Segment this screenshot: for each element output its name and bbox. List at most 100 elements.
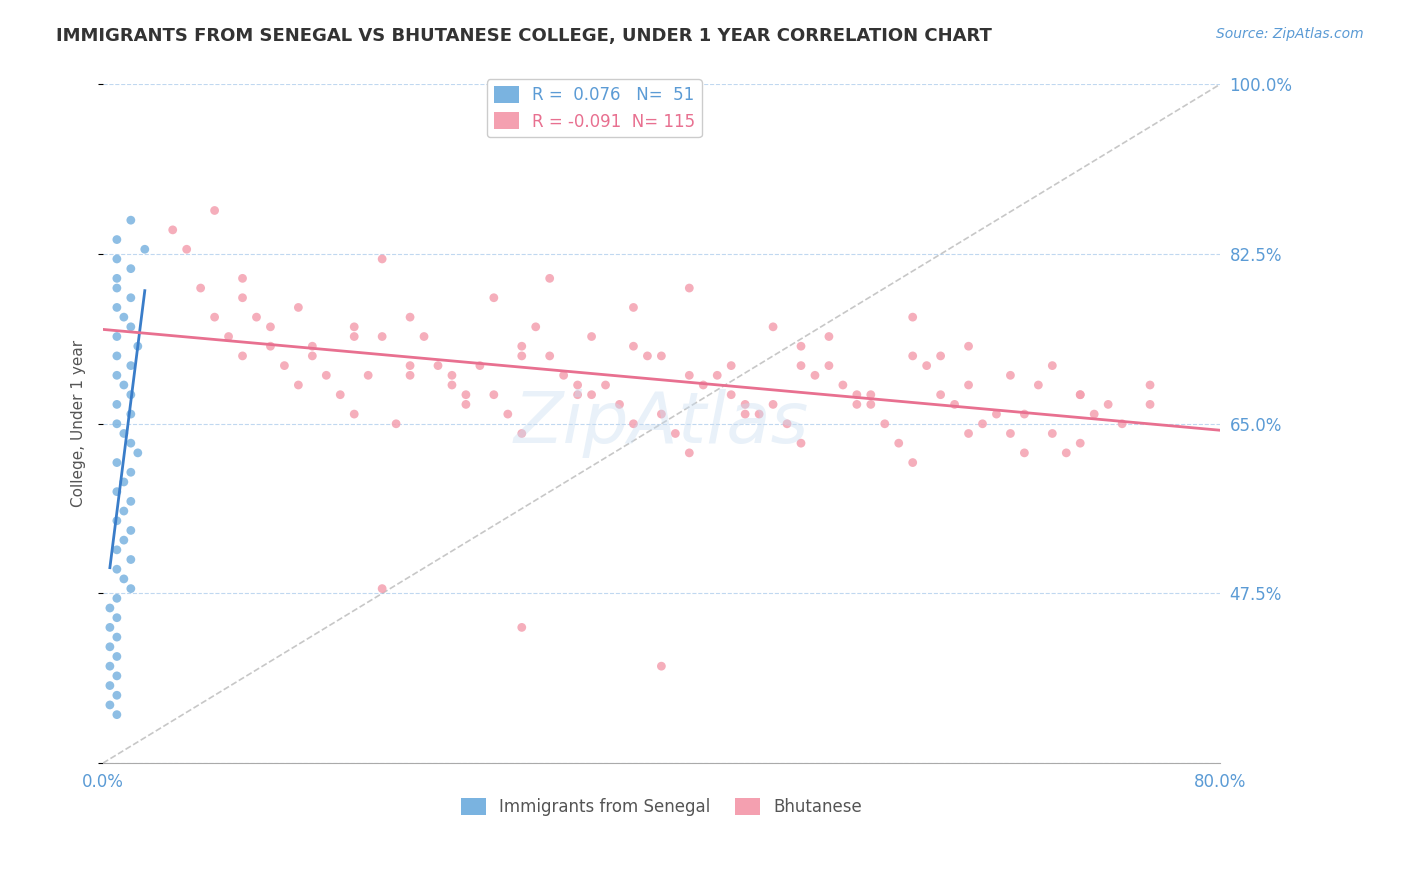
Point bbox=[245, 310, 267, 325]
Point bbox=[105, 252, 128, 266]
Point bbox=[343, 329, 366, 343]
Point bbox=[818, 329, 841, 343]
Point bbox=[581, 329, 603, 343]
Point bbox=[929, 349, 952, 363]
Point bbox=[482, 291, 505, 305]
Point bbox=[1097, 397, 1119, 411]
Point bbox=[845, 387, 868, 401]
Point bbox=[510, 339, 533, 353]
Point bbox=[105, 368, 128, 383]
Point bbox=[734, 397, 756, 411]
Point bbox=[873, 417, 896, 431]
Point bbox=[98, 679, 121, 693]
Point bbox=[120, 319, 142, 334]
Point bbox=[762, 319, 785, 334]
Point bbox=[204, 310, 226, 325]
Point bbox=[567, 378, 589, 392]
Point bbox=[1069, 436, 1091, 450]
Point bbox=[454, 397, 477, 411]
Point bbox=[399, 368, 422, 383]
Point bbox=[943, 397, 966, 411]
Point bbox=[1139, 397, 1161, 411]
Point bbox=[510, 426, 533, 441]
Point bbox=[105, 591, 128, 606]
Point bbox=[120, 582, 142, 596]
Point bbox=[112, 475, 135, 489]
Point bbox=[678, 368, 700, 383]
Point bbox=[105, 610, 128, 624]
Point bbox=[120, 213, 142, 227]
Point bbox=[105, 542, 128, 557]
Point bbox=[581, 387, 603, 401]
Point bbox=[901, 310, 924, 325]
Point bbox=[1069, 387, 1091, 401]
Point bbox=[112, 310, 135, 325]
Point bbox=[427, 359, 450, 373]
Point bbox=[901, 456, 924, 470]
Point bbox=[120, 465, 142, 479]
Point bbox=[112, 572, 135, 586]
Point bbox=[287, 378, 309, 392]
Point bbox=[120, 261, 142, 276]
Point bbox=[105, 630, 128, 644]
Point bbox=[385, 417, 408, 431]
Point bbox=[538, 271, 561, 285]
Point bbox=[287, 301, 309, 315]
Point bbox=[218, 329, 240, 343]
Point bbox=[706, 368, 728, 383]
Point bbox=[399, 310, 422, 325]
Point bbox=[524, 319, 547, 334]
Point bbox=[231, 349, 253, 363]
Point bbox=[1054, 446, 1077, 460]
Point bbox=[915, 359, 938, 373]
Point bbox=[357, 368, 380, 383]
Point bbox=[112, 378, 135, 392]
Point bbox=[1083, 407, 1105, 421]
Point bbox=[790, 339, 813, 353]
Point bbox=[748, 407, 770, 421]
Point bbox=[553, 368, 575, 383]
Point bbox=[664, 426, 686, 441]
Point bbox=[98, 601, 121, 615]
Point bbox=[818, 359, 841, 373]
Point bbox=[623, 339, 645, 353]
Point bbox=[859, 397, 882, 411]
Point bbox=[972, 417, 994, 431]
Point bbox=[120, 291, 142, 305]
Point bbox=[343, 319, 366, 334]
Point bbox=[301, 349, 323, 363]
Point bbox=[120, 524, 142, 538]
Legend: Immigrants from Senegal, Bhutanese: Immigrants from Senegal, Bhutanese bbox=[454, 791, 869, 822]
Point bbox=[567, 387, 589, 401]
Point bbox=[162, 223, 184, 237]
Point bbox=[496, 407, 519, 421]
Point bbox=[98, 659, 121, 673]
Point bbox=[371, 582, 394, 596]
Point bbox=[1040, 426, 1063, 441]
Point bbox=[231, 291, 253, 305]
Point bbox=[371, 252, 394, 266]
Point bbox=[678, 281, 700, 295]
Point bbox=[845, 397, 868, 411]
Point bbox=[105, 649, 128, 664]
Point bbox=[120, 387, 142, 401]
Point bbox=[692, 378, 714, 392]
Point bbox=[105, 417, 128, 431]
Point bbox=[127, 446, 149, 460]
Point bbox=[482, 387, 505, 401]
Point bbox=[1028, 378, 1050, 392]
Point bbox=[623, 417, 645, 431]
Point bbox=[273, 359, 295, 373]
Point bbox=[650, 407, 672, 421]
Point bbox=[105, 281, 128, 295]
Point bbox=[957, 378, 980, 392]
Point bbox=[105, 349, 128, 363]
Point bbox=[105, 562, 128, 576]
Point bbox=[776, 417, 799, 431]
Point bbox=[957, 426, 980, 441]
Point bbox=[231, 271, 253, 285]
Point bbox=[371, 329, 394, 343]
Point bbox=[595, 378, 617, 392]
Point bbox=[134, 242, 156, 256]
Point bbox=[98, 698, 121, 712]
